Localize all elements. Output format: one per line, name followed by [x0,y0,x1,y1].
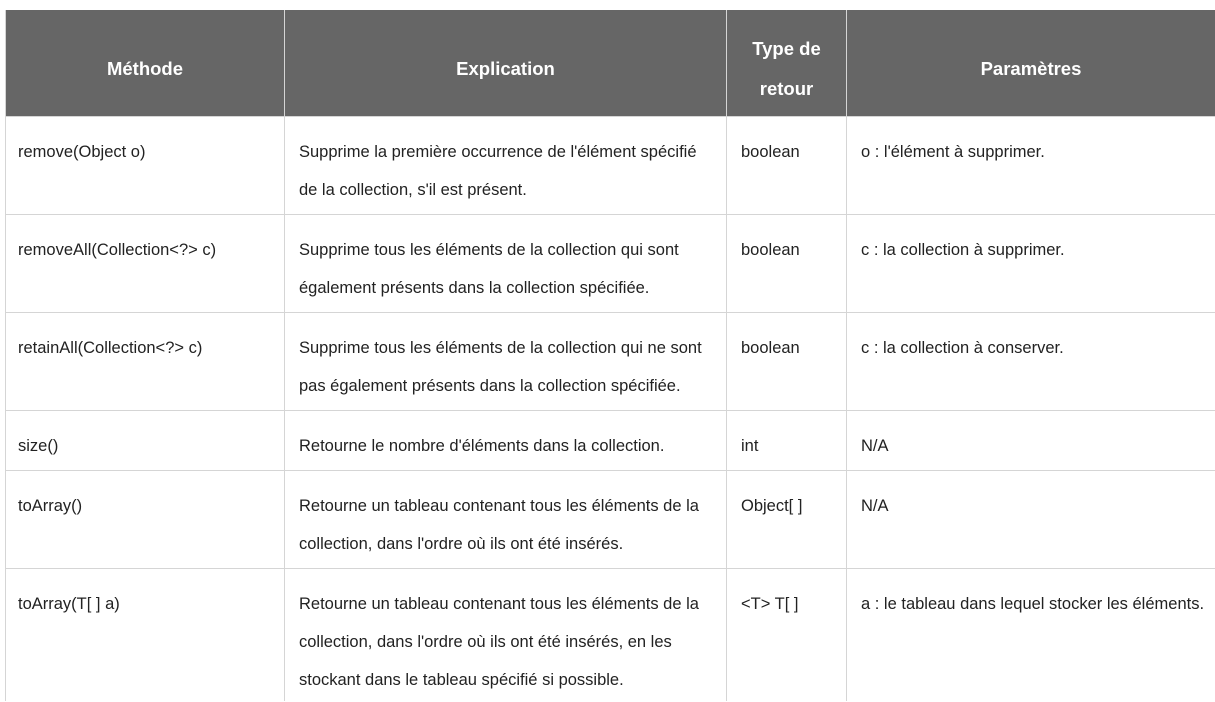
explication-line: Supprime tous les éléments de la collect… [299,339,702,357]
cell-methode: toArray() [5,471,285,569]
explication-line: collection, dans l'ordre où ils ont été … [299,535,624,553]
explication-line: également présents dans la collection sp… [299,279,650,297]
table-row-toarray-typed: toArray(T[ ] a) Retourne un tableau cont… [5,569,1215,701]
table-row-removeall: removeAll(Collection<?> c) Supprime tous… [5,215,1215,313]
cell-parametres: c : la collection à supprimer. [847,215,1215,313]
cell-methode: size() [5,411,285,471]
cell-methode: toArray(T[ ] a) [5,569,285,701]
table-row-toarray: toArray() Retourne un tableau contenant … [5,471,1215,569]
explication-line: Supprime tous les éléments de la collect… [299,241,679,259]
explication-line: Supprime la première occurrence de l'élé… [299,143,697,161]
cell-type-de-retour: <T> T[ ] [727,569,847,701]
cell-explication: Supprime tous les éléments de la collect… [285,215,727,313]
column-header-parametres: Paramètres [847,10,1215,117]
cell-type-de-retour: boolean [727,313,847,411]
table-row-retainall: retainAll(Collection<?> c) Supprime tous… [5,313,1215,411]
cell-parametres: a : le tableau dans lequel stocker les é… [847,569,1215,701]
cell-type-de-retour: boolean [727,215,847,313]
cell-parametres: c : la collection à conserver. [847,313,1215,411]
explication-line: Retourne un tableau contenant tous les é… [299,595,699,613]
explication-line: de la collection, s'il est présent. [299,181,527,199]
cell-type-de-retour: Object[ ] [727,471,847,569]
cell-explication: Supprime la première occurrence de l'élé… [285,117,727,215]
cell-type-de-retour: boolean [727,117,847,215]
table-header-row: Méthode Explication Type de retour Param… [5,10,1215,117]
cell-explication: Supprime tous les éléments de la collect… [285,313,727,411]
table-row-remove: remove(Object o) Supprime la première oc… [5,117,1215,215]
explication-line: pas également présents dans la collectio… [299,377,681,395]
explication-line: Retourne le nombre d'éléments dans la co… [299,437,665,455]
cell-methode: removeAll(Collection<?> c) [5,215,285,313]
cell-parametres: N/A [847,471,1215,569]
explication-line: Retourne un tableau contenant tous les é… [299,497,699,515]
explication-line: collection, dans l'ordre où ils ont été … [299,633,672,651]
cell-type-de-retour: int [727,411,847,471]
cell-explication: Retourne un tableau contenant tous les é… [285,471,727,569]
column-header-methode: Méthode [5,10,285,117]
column-header-explication: Explication [285,10,727,117]
cell-methode: retainAll(Collection<?> c) [5,313,285,411]
cell-parametres: o : l'élément à supprimer. [847,117,1215,215]
explication-line: stockant dans le tableau spécifié si pos… [299,671,624,689]
column-header-type-de-retour: Type de retour [727,10,847,117]
cell-parametres: N/A [847,411,1215,471]
table-row-size: size() Retourne le nombre d'éléments dan… [5,411,1215,471]
cell-explication: Retourne le nombre d'éléments dans la co… [285,411,727,471]
cell-methode: remove(Object o) [5,117,285,215]
collection-methods-table: Méthode Explication Type de retour Param… [5,10,1215,701]
cell-explication: Retourne un tableau contenant tous les é… [285,569,727,701]
